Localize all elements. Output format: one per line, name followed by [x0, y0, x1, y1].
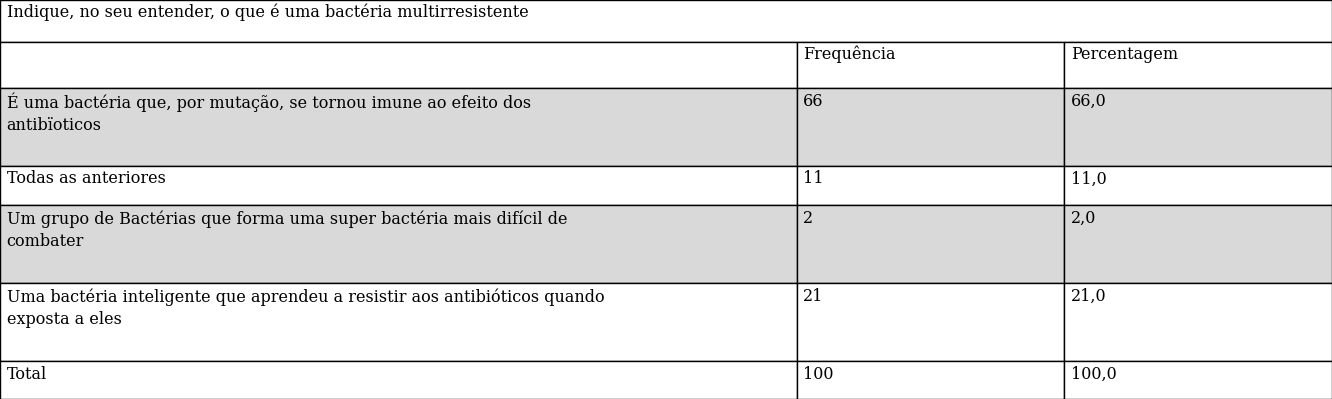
Bar [0, 42, 797, 88]
Bar [797, 88, 1064, 166]
Text: 100: 100 [803, 366, 834, 383]
Bar [797, 361, 1064, 399]
Bar [1064, 166, 1332, 205]
Bar [797, 283, 1064, 361]
Text: 100,0: 100,0 [1071, 366, 1116, 383]
Text: Um grupo de Bactérias que forma uma super bactéria mais difícil de
combater: Um grupo de Bactérias que forma uma supe… [7, 210, 567, 250]
Text: É uma bactéria que, por mutação, se tornou imune ao efeito dos
antibïoticos: É uma bactéria que, por mutação, se torn… [7, 93, 530, 134]
Text: Indique, no seu entender, o que é uma bactéria multirresistente: Indique, no seu entender, o que é uma ba… [7, 3, 529, 21]
Bar [1064, 88, 1332, 166]
Bar [0, 205, 797, 283]
Text: 11,0: 11,0 [1071, 170, 1107, 188]
Text: 66: 66 [803, 93, 823, 110]
Bar [1064, 205, 1332, 283]
Text: 21,0: 21,0 [1071, 288, 1107, 305]
Text: Percentagem: Percentagem [1071, 46, 1177, 63]
Bar [1064, 361, 1332, 399]
Text: 11: 11 [803, 170, 823, 188]
Text: Frequência: Frequência [803, 46, 895, 63]
Text: Todas as anteriores: Todas as anteriores [7, 170, 165, 188]
Text: 2,0: 2,0 [1071, 210, 1096, 227]
Text: 21: 21 [803, 288, 823, 305]
Bar [0, 88, 797, 166]
Text: 2: 2 [803, 210, 814, 227]
Bar [0, 361, 797, 399]
Bar [797, 166, 1064, 205]
Bar [0, 166, 797, 205]
Text: Total: Total [7, 366, 47, 383]
Bar [0, 283, 797, 361]
Text: 66,0: 66,0 [1071, 93, 1107, 110]
Bar [0, 0, 1332, 42]
Text: Uma bactéria inteligente que aprendeu a resistir aos antibióticos quando
exposta: Uma bactéria inteligente que aprendeu a … [7, 288, 605, 328]
Bar [1064, 283, 1332, 361]
Bar [1064, 42, 1332, 88]
Bar [797, 205, 1064, 283]
Bar [797, 42, 1064, 88]
